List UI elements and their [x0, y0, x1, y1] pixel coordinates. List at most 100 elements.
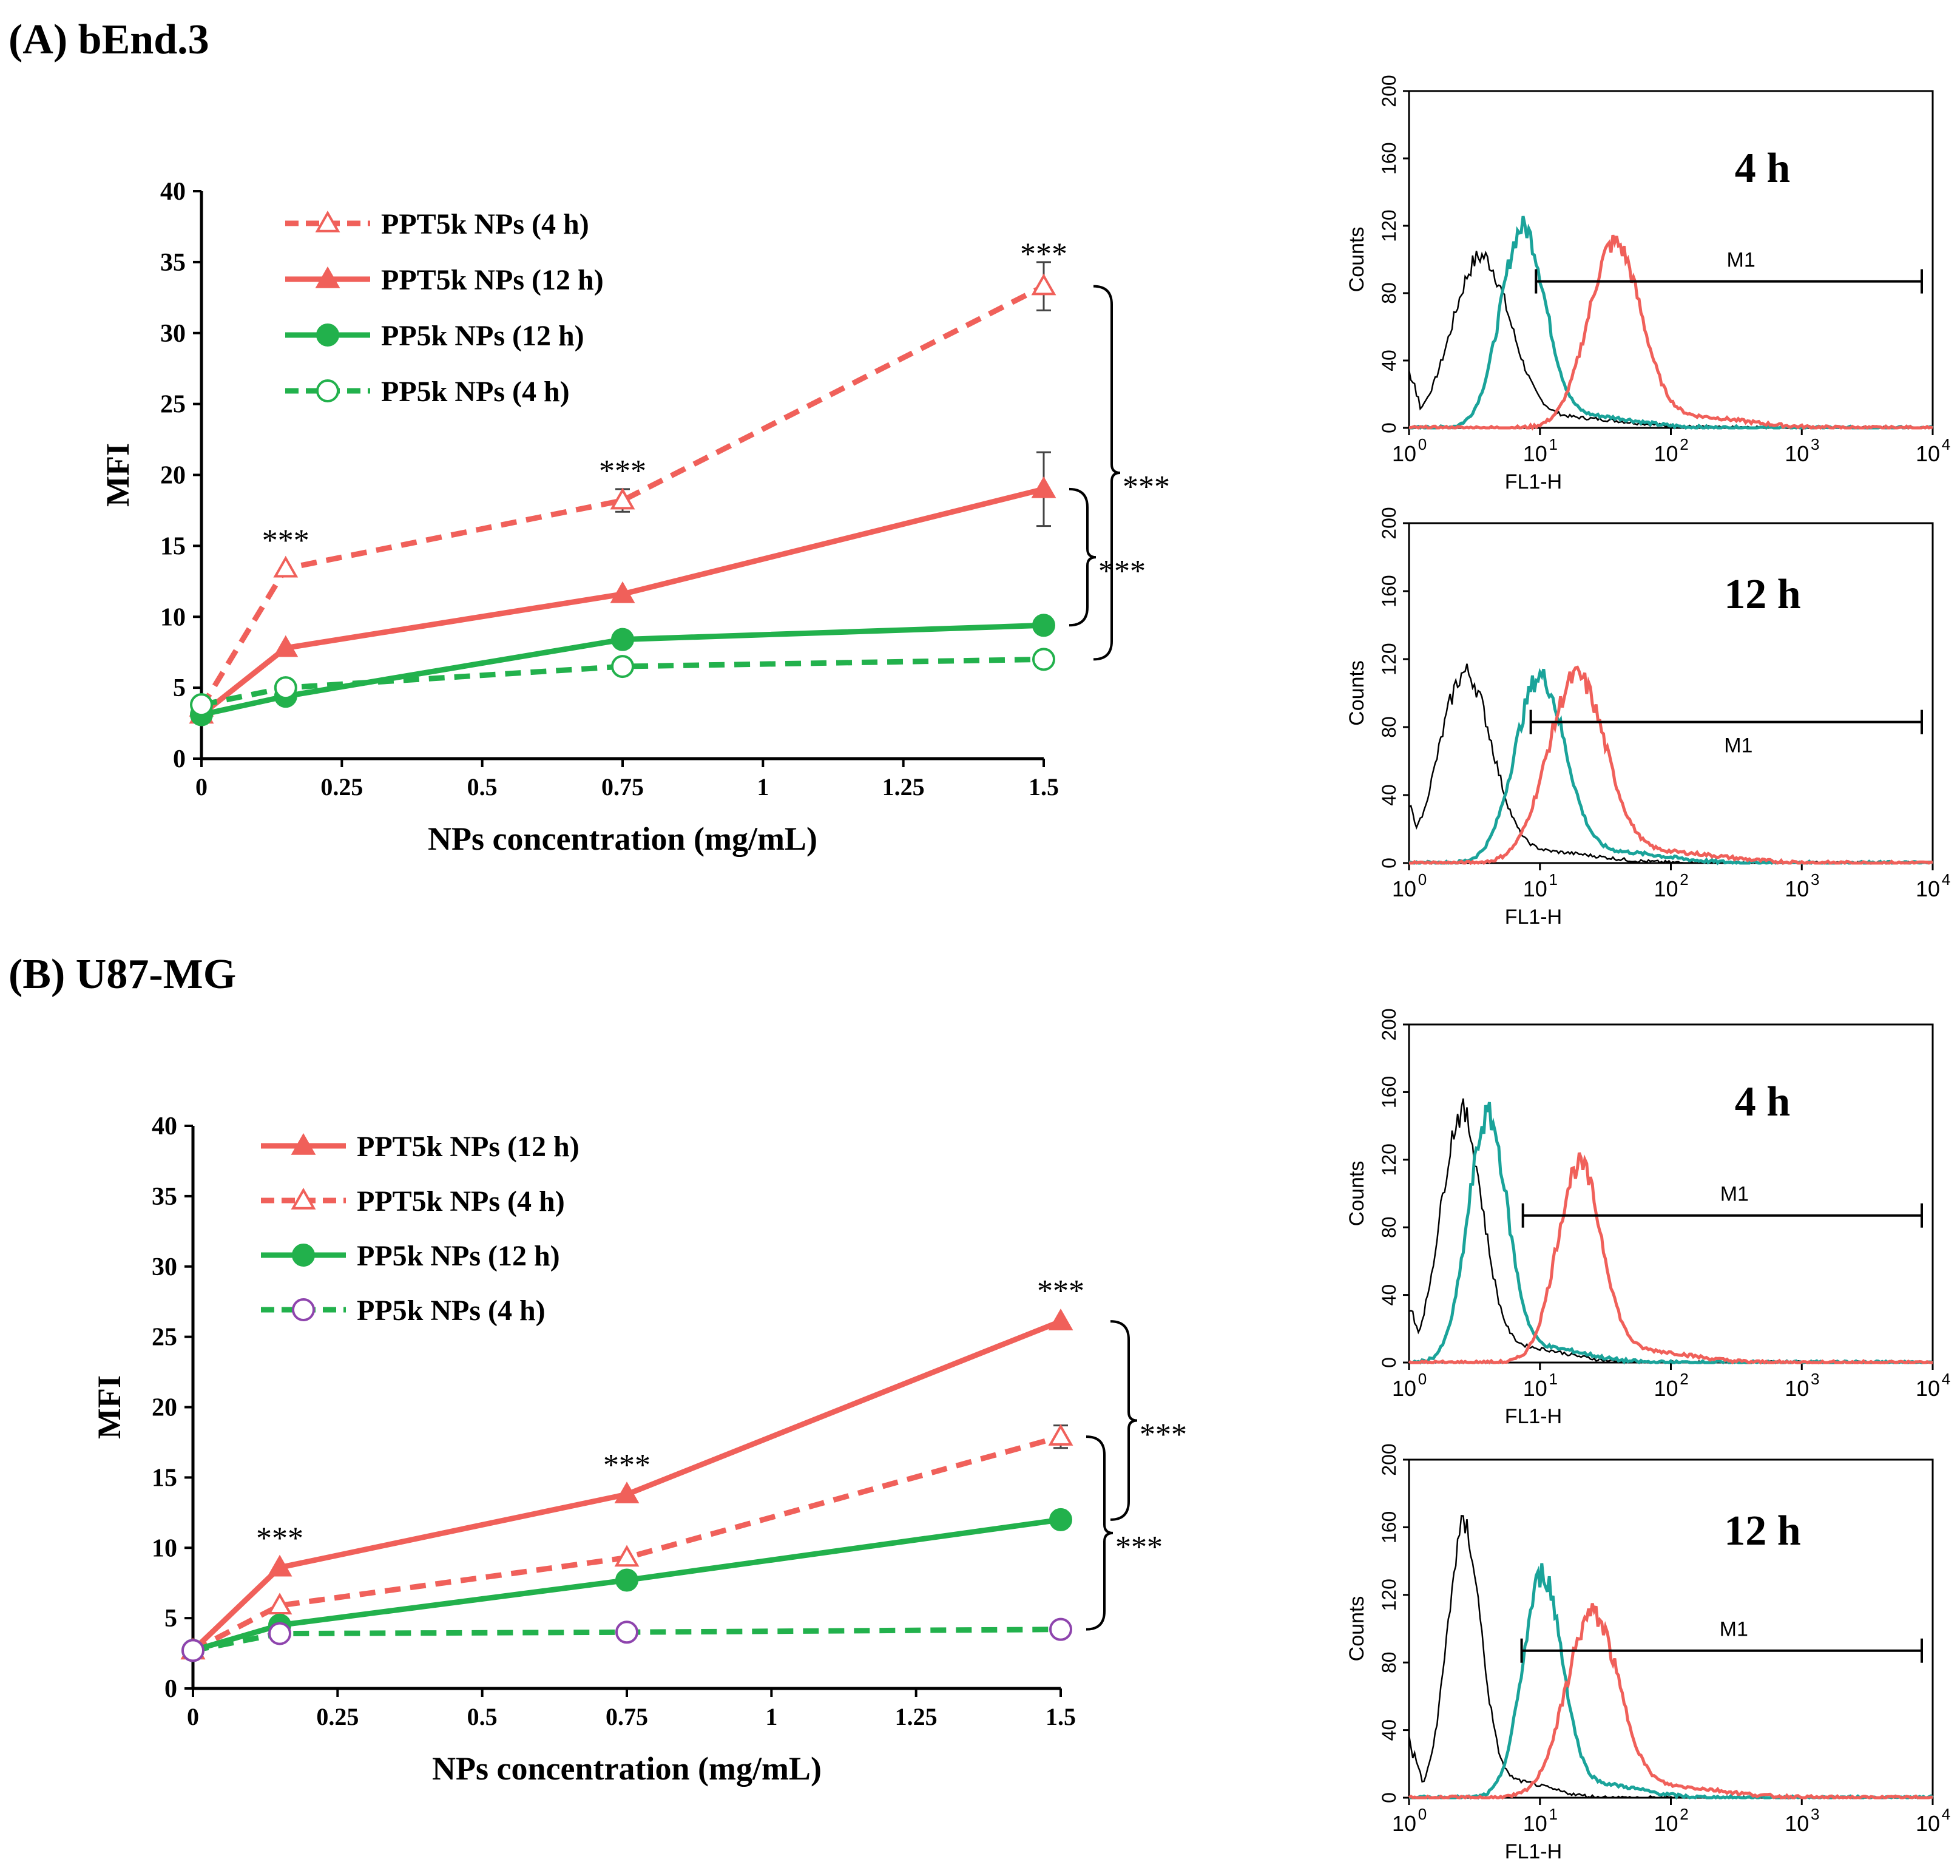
panel-a-series-3	[190, 648, 1055, 717]
panel-b-legend-marker	[291, 1133, 316, 1155]
panel-b-histogram-4h-x-tick-exponent: 0	[1418, 1370, 1427, 1388]
panel-b-histogram-4h-time-label: 4 h	[1735, 1079, 1790, 1125]
panel-b-histogram-12h-x-tick-label: 10	[1916, 1811, 1940, 1836]
panel-b-data-point	[268, 1622, 291, 1645]
panel-a-series-0	[189, 261, 1056, 717]
panel-b-histogram-4h-x-tick-label: 10	[1785, 1376, 1809, 1401]
panel-a-bracket	[1093, 285, 1121, 661]
panel-a-y-tick-label: 15	[160, 532, 186, 560]
panel-b-histogram-12h-x-tick-exponent: 4	[1942, 1805, 1950, 1823]
panel-b-histogram-4h-gate-label: M1	[1720, 1183, 1749, 1206]
panel-b-data-point	[614, 1481, 640, 1503]
panel-b-histogram-12h-curve-ppt5k	[1408, 1603, 1933, 1800]
panel-a-histogram-12h-x-axis-label: FL1-H	[1505, 906, 1562, 929]
panel-b-histogram-12h-x-tick-label: 10	[1523, 1811, 1547, 1836]
panel-b-histogram-12h-y-tick-label: 160	[1378, 1511, 1400, 1543]
panel-a-histogram-4h-y-tick-label: 120	[1378, 209, 1400, 242]
panel-a-histogram-12h-gate-label: M1	[1724, 734, 1752, 757]
panel-b-legend-label: PP5k NPs (12 h)	[357, 1240, 560, 1272]
panel-b-significance-label: ***	[1037, 1274, 1084, 1309]
panel-b-legend-label: PP5k NPs (4 h)	[357, 1295, 546, 1327]
panel-a-y-tick-label: 35	[160, 249, 186, 277]
panel-a-legend-marker	[316, 379, 339, 402]
panel-b-y-tick-label: 25	[152, 1324, 177, 1352]
panel-a-histogram-4h-curve-ppt5k	[1408, 234, 1933, 431]
panel-b-data-point	[267, 1554, 292, 1577]
panel-b-histogram-4h-x-tick-label: 10	[1392, 1376, 1416, 1401]
panel-a-histogram-4h-y-axis-label: Counts	[1345, 227, 1368, 293]
panel-b-histogram-4h-x-tick-exponent: 1	[1549, 1370, 1558, 1388]
panel-b-y-tick-label: 0	[164, 1675, 177, 1703]
panel-a-histogram-12h-curve-pp5k	[1408, 668, 1933, 865]
panel-a-histogram-12h-x-tick-label: 10	[1654, 876, 1678, 901]
panel-a-y-axis-label: MFI	[100, 443, 136, 507]
panel-a-histogram-4h-x-tick-exponent: 3	[1811, 435, 1819, 453]
panel-b-x-tick-label: 1.5	[1046, 1703, 1076, 1730]
panel-b-x-tick-label: 0.5	[467, 1703, 498, 1730]
panel-b-histogram-4h-x-tick-label: 10	[1916, 1376, 1940, 1401]
panel-b-line-chart: 0 5 10 15 20 25 30 35 40 0 0.25 0.5 0.75 1 1.25 1.5 NPs …	[91, 1112, 1187, 1787]
panel-b-histogram-4h-x-axis-label: FL1-H	[1505, 1405, 1562, 1428]
panel-a-data-point	[273, 635, 299, 657]
panel-a-histogram-4h-x-tick-label: 10	[1916, 441, 1940, 466]
panel-a-series-line	[201, 622, 1044, 717]
panel-b-y-tick-label: 5	[164, 1605, 177, 1633]
panel-b-histogram-4h-curve-ppt5k	[1408, 1152, 1933, 1365]
panel-b-histogram-12h-y-axis-label: Counts	[1345, 1596, 1368, 1662]
panel-b-bracket-label: ***	[1140, 1418, 1187, 1452]
panel-b-histogram-12h-x-tick-exponent: 3	[1811, 1805, 1819, 1823]
panel-b-histogram-12h-curve-control	[1408, 1515, 1933, 1799]
panel-b-data-point	[1049, 1617, 1072, 1641]
panel-b-data-point	[267, 1593, 292, 1615]
panel-b-histogram-12h-x-axis-label: FL1-H	[1505, 1840, 1562, 1863]
panel-b-y-tick-label: 10	[152, 1534, 177, 1562]
panel-b-histogram-4h-y-tick-label: 80	[1378, 1216, 1400, 1238]
panel-a-data-point	[611, 628, 634, 651]
panel-b-legend-marker	[292, 1244, 315, 1267]
panel-a-histogram-12h-x-tick-label: 10	[1916, 876, 1940, 901]
panel-b-histogram-4h-frame	[1408, 1023, 1934, 1364]
panel-a-data-point	[274, 676, 297, 700]
panel-b-histogram-4h-x-tick-exponent: 2	[1680, 1370, 1688, 1388]
panel-a-legend-label: PPT5k NPs (12 h)	[381, 264, 604, 296]
panel-b-data-point	[1048, 1424, 1073, 1446]
panel-a-histogram-12h-time-label: 12 h	[1724, 571, 1800, 618]
panel-b-y-tick-label: 40	[152, 1112, 177, 1140]
panel-a-histogram-12h-x-tick-label: 10	[1523, 876, 1547, 901]
panel-b-x-tick-label: 0.75	[606, 1703, 648, 1730]
panel-b-y-tick-label: 20	[152, 1394, 177, 1422]
panel-a-x-axis-label: NPs concentration (mg/mL)	[428, 821, 817, 857]
panel-a-data-point	[610, 487, 635, 510]
panel-a-title: (A) bEnd.3	[8, 16, 209, 63]
panel-a-histogram-4h-x-tick-label: 10	[1785, 441, 1809, 466]
panel-a-legend-label: PP5k NPs (12 h)	[381, 320, 584, 352]
panel-b-histogram-12h-frame	[1408, 1458, 1934, 1799]
panel-a-y-tick-label: 30	[160, 320, 186, 348]
panel-b-significance-label: ***	[256, 1522, 303, 1556]
panel-b-histogram-4h-y-tick-label: 120	[1378, 1143, 1400, 1176]
panel-a-legend-marker	[316, 323, 339, 347]
panel-a-y-tick-label: 20	[160, 462, 186, 490]
panel-a-x-tick-label: 1	[757, 773, 769, 801]
panel-b-histogram-12h-y-tick-label: 120	[1378, 1579, 1400, 1611]
panel-a-x-tick-label: 0.25	[320, 773, 363, 801]
panel-a-data-point	[273, 555, 299, 578]
panel-a-histogram-4h-y-tick-label: 0	[1378, 422, 1400, 433]
panel-a-line-chart: 0 5 10 15 20 25 30 35 40 0 0.25 0.5 0.75 1 1.25 1.5 NPs …	[100, 178, 1170, 857]
panel-a-legend-marker	[315, 210, 340, 232]
panel-a-significance-label: ***	[599, 454, 646, 489]
panel-a-histogram-4h-x-tick-exponent: 4	[1942, 435, 1950, 453]
panel-b-histogram-12h-x-tick-label: 10	[1392, 1811, 1416, 1836]
panel-a-significance-label: ***	[262, 524, 309, 558]
panel-a-legend-label: PP5k NPs (4 h)	[381, 376, 570, 408]
panel-a-bracket-label: ***	[1098, 554, 1146, 589]
panel-b-histogram-4h-x-tick-label: 10	[1523, 1376, 1547, 1401]
panel-a-histogram-12h-curve-control	[1408, 663, 1933, 864]
panel-a-y-tick-label: 5	[173, 674, 186, 702]
